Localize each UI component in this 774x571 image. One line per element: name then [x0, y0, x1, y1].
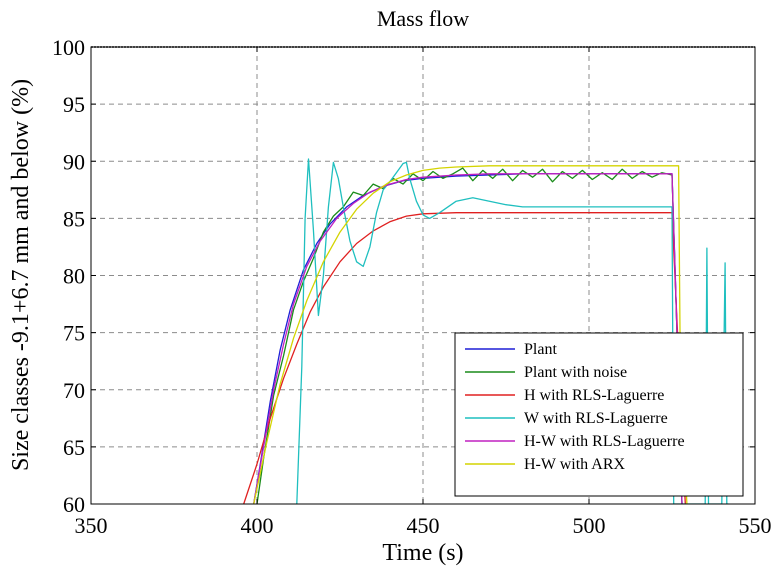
y-tick-label: 75	[63, 321, 85, 346]
y-tick-label: 60	[63, 492, 85, 517]
y-tick-label: 100	[52, 35, 85, 60]
x-tick-label: 350	[75, 513, 108, 538]
series-line-3	[243, 212, 686, 504]
x-axis-title: Time (s)	[382, 540, 463, 566]
legend: Plant Plant with noise H with RLS-Laguerre…	[454, 332, 744, 497]
x-tick-label: 500	[573, 513, 606, 538]
y-tick-label: 95	[63, 92, 85, 117]
x-tick-label: 550	[739, 513, 772, 538]
legend-label: H with RLS-Laguerre	[524, 387, 664, 404]
y-axis-title: Size classes -9.1+6.7 mm and below (%)	[8, 79, 34, 471]
ticks: 350 400 450 500 550 60 65 70 75 80 85 90 95 100	[52, 35, 772, 538]
legend-label: H-W with RLS-Laguerre	[524, 433, 685, 450]
legend-label: Plant	[524, 341, 557, 358]
y-tick-label: 90	[63, 149, 85, 174]
series-line-4	[296, 158, 729, 504]
series-line-5	[253, 173, 683, 504]
series-group	[243, 158, 729, 504]
y-tick-label: 85	[63, 206, 85, 231]
legend-label: H-W with ARX	[524, 456, 625, 473]
x-tick-label: 400	[241, 513, 274, 538]
series-line-6	[253, 165, 688, 504]
x-tick-label: 450	[407, 513, 440, 538]
y-tick-label: 65	[63, 435, 85, 460]
legend-label: Plant with noise	[524, 364, 627, 381]
y-tick-label: 80	[63, 264, 85, 289]
legend-label: W with RLS-Laguerre	[524, 410, 668, 427]
chart-title: Mass flow	[377, 6, 469, 31]
y-tick-label: 70	[63, 378, 85, 403]
legend-box	[454, 332, 744, 497]
